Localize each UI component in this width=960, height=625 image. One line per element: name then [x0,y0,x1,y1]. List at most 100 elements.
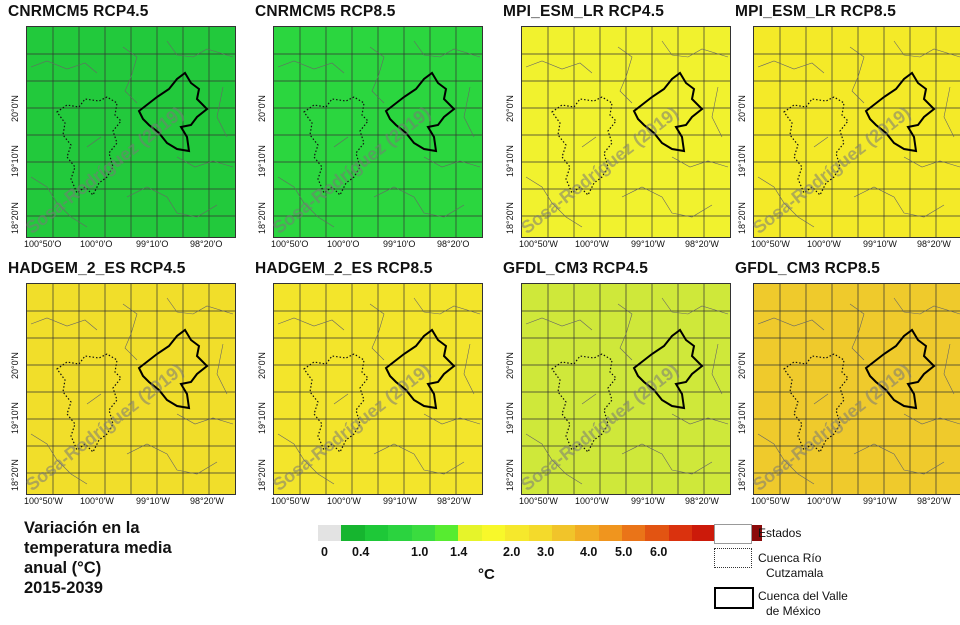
state-boundaries [30,40,234,228]
valle-mexico-basin-outline [137,71,209,153]
panel-title: GFDL_CM3 RCP8.5 [735,260,881,277]
map-drawing [754,27,960,237]
latitude-label: 19°10'N [257,145,267,177]
scale-swatch [481,525,506,541]
latitude-label: 19°10'N [737,145,747,177]
valle-mexico-label-2: de México [766,604,821,618]
scale-swatch [458,525,482,541]
valle-mexico-basin-outline [632,328,704,410]
longitude-label: 99°10'W [631,496,665,506]
scale-swatch [388,525,412,541]
map-frame [26,26,236,238]
longitude-label: 100°0'W [327,496,361,506]
scale-swatch [622,525,646,541]
map-panel: CNRMCM5 RCP4.5 20°0'N 19°10'N 18°20'N 100°50… [8,0,238,255]
longitude-label: 99°10'W [631,239,665,249]
graticule [274,27,482,237]
latitude-label: 19°10'N [257,402,267,434]
latitude-label: 20°0'N [737,352,747,379]
map-drawing [522,27,730,237]
longitude-label: 100°0'W [575,239,609,249]
scale-swatch [434,525,459,541]
valle-mexico-label: Cuenca del Valle [758,589,848,603]
scale-swatch [341,525,365,541]
legend-title-line: 2015-2039 [24,579,103,597]
latitude-label: 20°0'N [257,95,267,122]
latitude-label: 19°10'N [737,402,747,434]
cutzamala-basin-outline [783,353,849,454]
color-scale [318,525,763,541]
map-frame [521,283,731,495]
longitude-label: 100°0'O [327,239,360,249]
scale-swatch [528,525,552,541]
latitude-label: 20°0'N [10,95,20,122]
longitude-label: 98°20'W [437,496,471,506]
map-drawing [754,284,960,494]
panel-title: MPI_ESM_LR RCP4.5 [503,3,665,20]
graticule [274,284,482,494]
valle-mexico-basin-outline [384,71,456,153]
map-panel: MPI_ESM_LR RCP8.5 20°0'N 19°10'N 18°20'N 100… [735,0,960,255]
latitude-label: 20°0'N [505,95,515,122]
panel-title: CNRMCM5 RCP4.5 [8,3,149,20]
scale-swatch [645,525,669,541]
map-drawing [522,284,730,494]
longitude-label: 100°0'W [807,496,841,506]
longitude-label: 98°20'W [685,239,719,249]
map-frame [753,26,960,238]
longitude-label: 99°10'O [136,239,169,249]
valle-mexico-basin-outline [384,328,456,410]
graticule [27,284,235,494]
scale-tick: 2.0 [503,545,521,559]
scale-swatch [505,525,529,541]
cutzamala-basin-outline [56,96,122,197]
valle-mexico-swatch [714,587,754,609]
graticule [27,27,235,237]
scale-swatch [411,525,435,541]
longitude-label: 100°50'W [271,496,310,506]
cutzamala-basin-outline [303,96,369,197]
map-panel: GFDL_CM3 RCP4.5 20°0'N 19°10'N 18°20'N 100°5… [503,258,733,513]
scale-swatch [551,525,576,541]
map-panel: HADGEM_2_ES RCP8.5 20°0'N 19°10'N 18°20'N 10… [255,258,485,513]
panel-title: CNRMCM5 RCP8.5 [255,3,396,20]
map-frame [521,26,731,238]
latitude-label: 20°0'N [257,352,267,379]
cutzamala-basin-outline [551,96,617,197]
map-panel: HADGEM_2_ES RCP4.5 20°0'N 19°10'N 18°20'N 10… [8,258,238,513]
graticule [522,284,730,494]
map-drawing [27,27,235,237]
longitude-label: 100°50'O [24,239,62,249]
legend-title: Variación en la temperatura media anual … [24,518,172,598]
states-label: Estados [758,526,802,540]
longitude-label: 98°20'O [190,239,223,249]
longitude-label: 100°50'W [519,239,558,249]
legend-title-line: Variación en la [24,519,140,537]
latitude-label: 20°0'N [10,352,20,379]
state-boundaries [525,40,729,228]
longitude-label: 99°10'W [136,496,170,506]
cutzamala-basin-outline [551,353,617,454]
cutzamala-basin-outline [56,353,122,454]
scale-tick: 1.0 [411,545,429,559]
longitude-label: 99°10'W [383,496,417,506]
legend-title-line: temperatura media [24,539,172,557]
valle-mexico-basin-outline [864,328,936,410]
cutzamala-label: Cuenca Río [758,551,822,565]
valle-mexico-basin-outline [632,71,704,153]
state-boundaries [525,297,729,485]
scale-tick: 4.0 [580,545,598,559]
longitude-label: 100°0'W [807,239,841,249]
longitude-label: 100°50'W [519,496,558,506]
graticule [754,284,960,494]
longitude-label: 100°50'O [271,239,309,249]
longitude-label: 100°0'O [80,239,113,249]
scale-swatch [598,525,623,541]
panel-title: GFDL_CM3 RCP4.5 [503,260,649,277]
map-drawing [27,284,235,494]
latitude-label: 20°0'N [737,95,747,122]
longitude-label: 100°0'W [575,496,609,506]
longitude-label: 98°20'O [437,239,470,249]
state-boundaries [757,40,960,228]
latitude-label: 19°10'N [10,402,20,434]
